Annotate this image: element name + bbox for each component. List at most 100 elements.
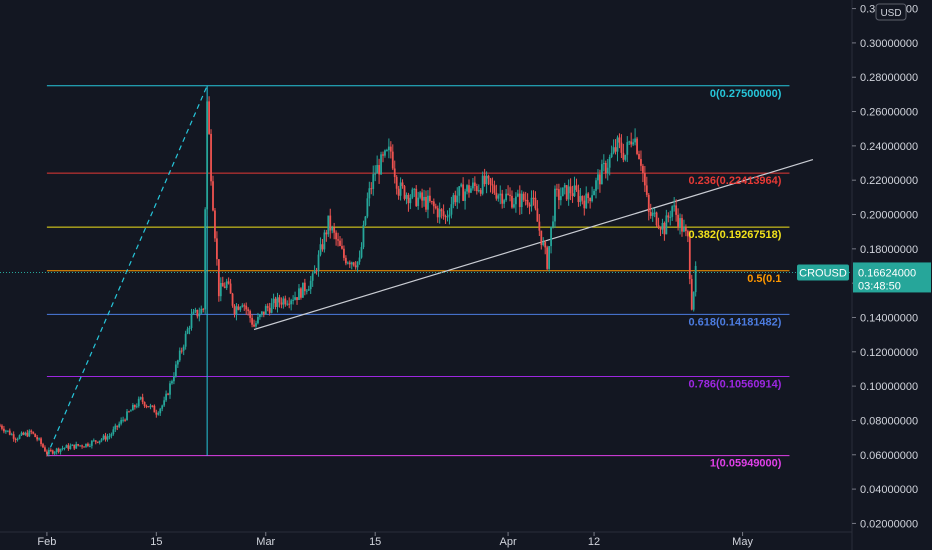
candle-body (471, 182, 474, 189)
candle-body (673, 205, 676, 207)
candle-body (309, 280, 312, 290)
candle-body (294, 297, 296, 300)
candle-body (622, 152, 625, 160)
candle-body (569, 186, 572, 194)
candle-body (231, 293, 234, 306)
candle-body (288, 303, 291, 305)
currency-selector[interactable]: USD (875, 3, 907, 21)
fibonacci-retracement[interactable] (46, 85, 790, 457)
candle-body (628, 141, 631, 143)
candle-body (325, 232, 328, 235)
trend-line-solid (253, 159, 814, 331)
candle-body (206, 101, 209, 210)
candle-body (176, 360, 179, 365)
candle-body (264, 306, 267, 315)
candle-body (462, 184, 465, 201)
candle-body (61, 448, 64, 450)
symbol-tag-label: CROUSD (799, 267, 847, 279)
candle-body (352, 262, 355, 266)
candle-body (526, 199, 529, 205)
candle-body (307, 289, 310, 291)
candle-body (589, 197, 592, 202)
candle-body (456, 195, 459, 203)
candle-body (550, 226, 552, 247)
candle-body (344, 257, 347, 264)
candle-body (468, 185, 470, 193)
candle-body (192, 311, 195, 315)
candle-body (128, 411, 130, 413)
candle-body (65, 445, 68, 448)
candle-body (649, 211, 652, 216)
candle-body (106, 436, 109, 440)
candle-body (370, 188, 373, 190)
candle-body (458, 186, 461, 196)
candle-body (606, 167, 609, 174)
candle-body (83, 446, 85, 448)
candle-body (681, 218, 683, 232)
fib-level-label: 1(0.05949000) (710, 458, 782, 470)
candle-body (270, 303, 273, 313)
candle-body (575, 185, 578, 190)
candle-body (212, 181, 214, 211)
candle-body (593, 190, 595, 196)
candle-body (186, 328, 189, 334)
price-tick-label: 0.26000000 (860, 107, 918, 119)
candle-body (413, 188, 416, 190)
candle-body (509, 194, 511, 196)
candlestick-series (0, 96, 697, 457)
price-tick-label: 0.10000000 (860, 381, 918, 393)
candle-body (362, 224, 365, 248)
candle-body (137, 398, 140, 407)
candle-body (684, 227, 687, 232)
time-tick-label: 12 (588, 536, 600, 548)
candle-body (45, 451, 48, 455)
candle-body (139, 397, 142, 399)
candle-body (274, 298, 277, 307)
candle-body (518, 193, 521, 208)
candle-body (178, 350, 181, 361)
fibonacci-labels: 0(0.27500000) 0.236(0.22413964) 0.382(0.19… (688, 88, 781, 470)
candle-body (434, 206, 437, 209)
price-tick-label: 0.12000000 (860, 347, 918, 359)
time-tick-label: May (732, 536, 753, 548)
candle-body (327, 215, 330, 235)
candle-body (171, 381, 173, 384)
fib-level-label: 0.382(0.19267518) (688, 229, 781, 241)
time-axis[interactable]: Feb 15 Mar 15 Apr 12 May (0, 531, 852, 548)
candle-body (561, 187, 564, 197)
candle-body (202, 308, 205, 310)
candle-body (599, 174, 601, 185)
candle-body (174, 364, 177, 377)
candle-body (425, 196, 427, 210)
candle-body (130, 410, 132, 412)
candle-body (34, 433, 37, 438)
candle-body (411, 189, 414, 198)
candle-body (159, 408, 162, 414)
candle-body (272, 298, 275, 304)
candle-body (94, 440, 97, 442)
candle-body (389, 146, 392, 152)
candle-body (579, 196, 582, 203)
candle-body (135, 406, 138, 408)
candle-body (280, 302, 283, 305)
candle-body (694, 265, 697, 293)
candle-body (552, 221, 554, 227)
candle-body (258, 314, 261, 318)
candle-body (233, 305, 236, 315)
candle-body (24, 432, 27, 435)
candle-body (229, 283, 232, 294)
candle-body (335, 232, 338, 240)
candle-body (59, 448, 62, 452)
candle-body (219, 282, 222, 297)
candle-body (626, 142, 629, 155)
candle-body (145, 406, 148, 408)
candle-body (38, 438, 40, 440)
fib-level-label: 0.236(0.22413964) (688, 175, 781, 187)
candle-body (169, 383, 171, 395)
price-tick-label: 0.06000000 (860, 450, 918, 462)
candle-body (124, 419, 126, 421)
candle-body (651, 212, 654, 216)
candle-body (382, 154, 384, 156)
